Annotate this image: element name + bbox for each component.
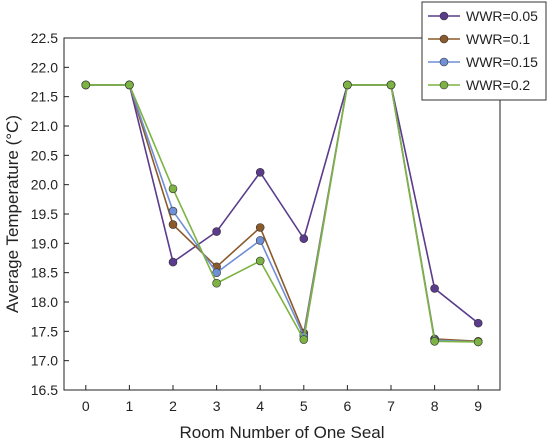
legend-entry: WWR=0.05 — [428, 8, 538, 24]
data-point — [473, 318, 483, 328]
data-point — [81, 80, 91, 90]
y-axis: 16.5 17.0 17.5 18.0 18.5 19.0 19.5 20.0 20.5 21.0… — [31, 30, 69, 398]
legend: WWR=0.05 WWR=0.1 WWR=0.15 WWR=0.2 — [421, 1, 547, 101]
x-axis: 0 1 2 3 4 5 6 7 8 9 — [82, 385, 482, 414]
legend-marker — [439, 57, 449, 67]
data-point — [212, 278, 221, 288]
data-point — [430, 337, 439, 346]
y-tick-label: 18.5 — [31, 265, 58, 281]
data-point — [212, 227, 221, 236]
x-tick-label: 6 — [344, 398, 352, 414]
legend-entry: WWR=0.2 — [428, 77, 530, 93]
x-tick-label: 4 — [256, 398, 264, 414]
data-point — [255, 236, 265, 245]
x-tick-label: 8 — [431, 398, 439, 414]
y-tick-label: 17.5 — [31, 323, 58, 339]
x-tick-label: 3 — [213, 398, 221, 414]
x-tick-label: 0 — [82, 398, 90, 414]
legend-marker — [439, 34, 449, 44]
series-layer — [81, 80, 483, 347]
y-tick-label: 22.0 — [31, 59, 58, 75]
data-point — [255, 223, 265, 232]
y-tick-label: 21.5 — [31, 89, 58, 105]
legend-entry: WWR=0.1 — [428, 31, 530, 47]
data-point — [299, 234, 309, 243]
data-point — [386, 80, 396, 90]
x-axis-title: Room Number of One Seal — [179, 423, 384, 442]
data-point — [125, 80, 134, 90]
data-point — [168, 206, 178, 216]
series-line — [85, 84, 479, 343]
x-tick-label: 5 — [300, 398, 308, 414]
x-tick-label: 1 — [126, 398, 134, 414]
series-line — [85, 84, 479, 343]
series-line — [85, 84, 479, 324]
y-tick-label: 18.0 — [31, 294, 58, 310]
data-point — [343, 80, 352, 90]
data-point — [255, 256, 265, 266]
data-point — [473, 337, 483, 347]
x-tick-label: 7 — [387, 398, 395, 414]
x-tick-label: 9 — [474, 398, 482, 414]
y-tick-label: 19.5 — [31, 206, 58, 222]
data-point — [430, 284, 439, 293]
y-tick-label: 20.0 — [31, 177, 58, 193]
legend-label: WWR=0.2 — [466, 77, 530, 93]
y-tick-label: 19.0 — [31, 235, 58, 251]
legend-entry: WWR=0.15 — [428, 54, 538, 70]
series-line — [85, 84, 479, 343]
data-point — [168, 257, 178, 267]
y-axis-title: Average Temperature (°C) — [3, 115, 22, 313]
y-tick-label: 22.5 — [31, 30, 58, 46]
legend-label: WWR=0.1 — [466, 31, 530, 47]
data-point — [299, 335, 309, 344]
data-point — [255, 168, 265, 177]
data-point — [168, 184, 178, 194]
legend-label: WWR=0.15 — [466, 54, 538, 70]
y-tick-label: 20.5 — [31, 147, 58, 163]
y-tick-label: 17.0 — [31, 353, 58, 369]
y-tick-label: 21.0 — [31, 118, 58, 134]
legend-marker — [439, 11, 449, 21]
series-3 — [81, 80, 483, 347]
data-point — [168, 220, 178, 229]
x-tick-label: 2 — [169, 398, 177, 414]
legend-marker — [439, 80, 449, 90]
y-tick-label: 16.5 — [31, 382, 58, 398]
series-1 — [81, 80, 483, 328]
legend-label: WWR=0.05 — [466, 8, 538, 24]
series-4 — [81, 80, 483, 347]
